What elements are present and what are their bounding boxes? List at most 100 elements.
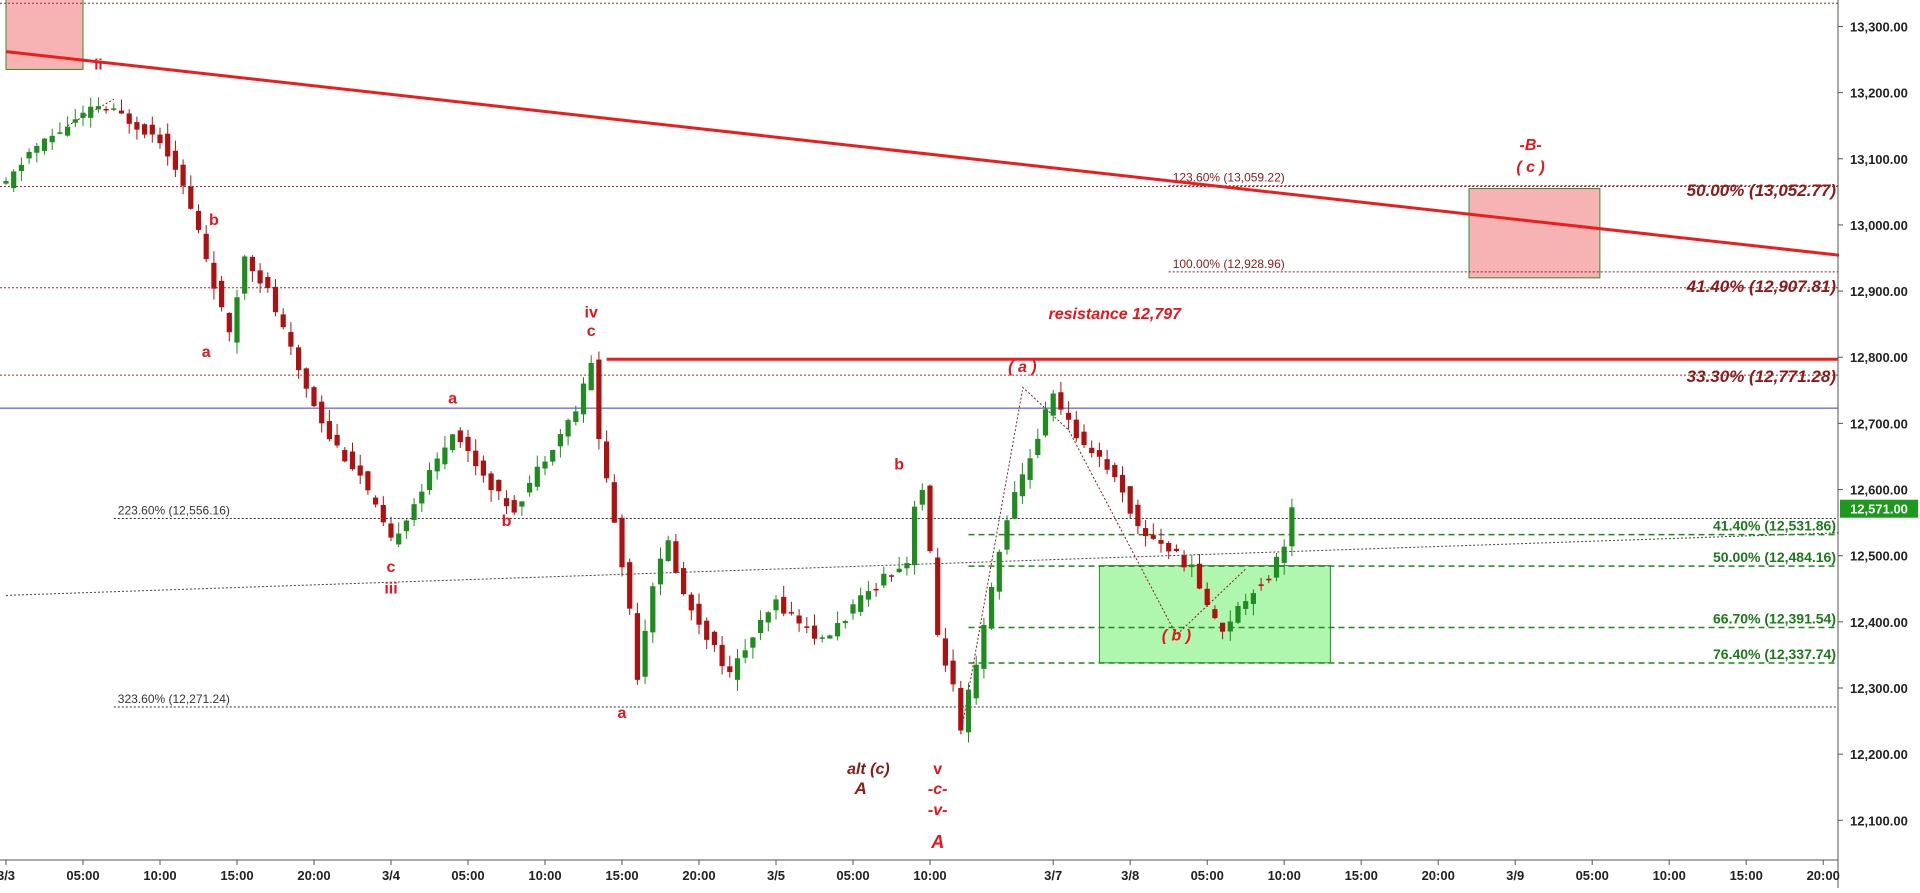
candle <box>742 639 748 664</box>
candle-body <box>950 660 956 685</box>
candle <box>850 599 856 620</box>
candle <box>873 583 879 597</box>
candle-body <box>942 638 948 666</box>
candle <box>1112 462 1118 483</box>
x-tick-label: 05:00 <box>66 868 99 883</box>
candle-body <box>234 297 240 343</box>
candle <box>1050 389 1056 422</box>
x-tick-label: 10:00 <box>913 868 946 883</box>
candle-body <box>873 588 879 591</box>
candle-body <box>750 637 756 648</box>
wave-label: iii <box>384 580 397 597</box>
candle <box>781 585 787 617</box>
candle-body <box>850 604 856 614</box>
candle-body <box>49 135 55 143</box>
candle <box>296 344 302 379</box>
candle <box>973 655 979 705</box>
candle-body <box>1042 409 1049 436</box>
x-tick-label: 10:00 <box>143 868 176 883</box>
candle <box>473 439 479 476</box>
candle <box>1035 428 1041 459</box>
candle <box>627 558 633 615</box>
candle <box>958 680 964 734</box>
candle <box>18 157 24 182</box>
x-tick-label: 10:00 <box>1653 868 1686 883</box>
candle <box>542 455 548 476</box>
candle-body <box>1227 621 1233 632</box>
retracement-level-label: 76.40% (12,337.74) <box>1713 646 1836 662</box>
candle <box>1066 401 1072 430</box>
candle <box>858 587 864 617</box>
wave-label: a <box>448 391 457 408</box>
candle-body <box>126 113 132 124</box>
candle-body <box>1235 605 1241 623</box>
candle <box>634 602 640 685</box>
candle <box>272 279 279 317</box>
candle <box>1243 593 1249 616</box>
candle <box>242 254 248 300</box>
fib-level-label: 41.40% (12,907.81) <box>1686 277 1837 296</box>
candle-body <box>450 434 456 451</box>
candle-body <box>1081 431 1087 446</box>
wave-label: a <box>202 344 211 361</box>
x-tick-label: 20:00 <box>297 868 330 883</box>
candle-body <box>1189 564 1195 568</box>
candle <box>319 395 325 433</box>
candle-body <box>1104 459 1110 470</box>
candle <box>842 619 848 629</box>
candle <box>57 122 63 135</box>
wave-label: b <box>894 457 904 474</box>
candle <box>172 140 178 178</box>
candle-body <box>1289 507 1295 547</box>
candle-body <box>111 108 117 110</box>
candle <box>865 581 871 607</box>
x-tick-label: 10:00 <box>1268 868 1301 883</box>
candle-body <box>1150 535 1156 539</box>
candle <box>480 455 486 483</box>
candle <box>788 601 794 616</box>
candle <box>881 566 887 589</box>
candle-body <box>827 635 833 639</box>
candle-body <box>611 482 617 523</box>
candle-body <box>657 558 664 585</box>
candle <box>226 312 232 342</box>
candles <box>3 97 1295 743</box>
candle <box>719 636 725 675</box>
candle <box>1089 440 1095 458</box>
candle <box>765 611 771 632</box>
candle <box>380 496 386 527</box>
candle-body <box>303 368 309 389</box>
candle-body <box>1058 392 1064 410</box>
wave-label: A <box>854 779 867 798</box>
candle-body <box>296 347 302 371</box>
candle-body <box>380 505 386 523</box>
candle <box>996 549 1002 600</box>
candle-body <box>1181 555 1187 568</box>
wave-label: a <box>618 705 627 722</box>
descending-trendline <box>5 50 1847 258</box>
retracement-level-label: 66.70% (12,391.54) <box>1713 610 1836 626</box>
candle-body <box>403 520 409 532</box>
candle-body <box>696 603 702 625</box>
candle-body <box>34 145 40 153</box>
candle-body <box>796 615 802 624</box>
candle-body <box>904 563 910 569</box>
candle <box>1104 449 1110 474</box>
candle <box>26 148 32 164</box>
candle <box>519 501 525 516</box>
candle-body <box>542 461 548 469</box>
candle <box>1004 515 1010 555</box>
candle <box>503 490 510 515</box>
candle-body <box>965 689 972 733</box>
y-tick-label: 13,300.00 <box>1850 19 1908 34</box>
x-tick-label: 05:00 <box>836 868 869 883</box>
candle <box>650 582 656 643</box>
candle <box>696 593 702 635</box>
target-zone-red-1 <box>1468 188 1601 279</box>
extension-level-label: 223.60% (12,556.16) <box>118 504 230 518</box>
candle-body <box>357 465 363 476</box>
candle <box>349 442 356 471</box>
x-tick-label: 3/5 <box>767 868 785 883</box>
candle-body <box>865 591 871 600</box>
